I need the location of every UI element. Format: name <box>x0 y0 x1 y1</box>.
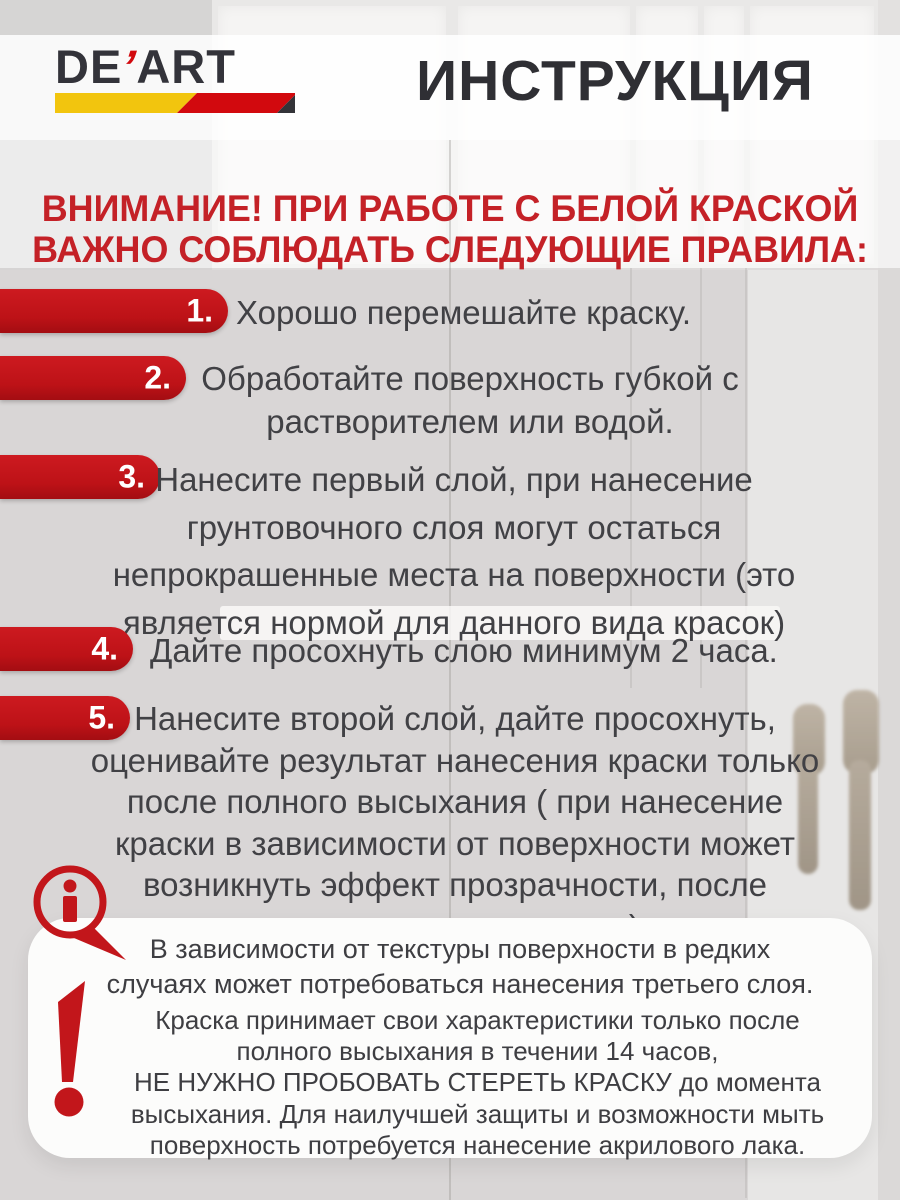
step-number-3: 3. <box>118 458 145 495</box>
logo-suffix: ART <box>136 40 236 93</box>
background-overlay-top <box>0 140 900 268</box>
header-band: DE’ART ИНСТРУКЦИЯ <box>0 35 900 140</box>
exclamation-mark-icon <box>54 981 85 1117</box>
page-title: ИНСТРУКЦИЯ <box>416 49 814 113</box>
brand-logo: DE’ART <box>55 40 295 113</box>
step-text-3: Нанесите первый слой, при нанесение грун… <box>112 461 796 641</box>
logo-stripe-yellow <box>55 93 197 113</box>
brand-logo-text: DE’ART <box>55 40 295 93</box>
note-drying-time: Краска принимает свои характеристики тол… <box>130 1005 825 1160</box>
step-ribbon-2: 2. <box>0 356 186 400</box>
door-handle-left <box>793 704 825 874</box>
door-handle-right <box>843 690 879 912</box>
door-handle-stem <box>798 764 818 874</box>
logo-stripe-red <box>177 93 295 113</box>
step-ribbon-1: 1. <box>0 289 228 333</box>
step-number-2: 2. <box>144 359 171 396</box>
door-seam <box>700 268 702 688</box>
note-third-layer: В зависимости от текстуры поверхности в … <box>106 934 814 1000</box>
door-handle-stem <box>849 760 871 910</box>
step-text-2: Обработайте поверхность губкой с раствор… <box>201 360 739 440</box>
step-text-1: Хорошо перемешайте краску. <box>236 294 692 331</box>
logo-prefix: DE <box>55 40 123 93</box>
logo-stripe-segments <box>55 93 295 113</box>
step-ribbon-3: 3. <box>0 455 160 499</box>
door-gap-line <box>449 140 451 1200</box>
step-number-1: 1. <box>186 292 213 329</box>
door-seam <box>630 268 632 688</box>
step-number-4: 4. <box>91 630 118 667</box>
info-speech-bubble-icon <box>33 865 126 960</box>
logo-stripe <box>55 93 295 113</box>
step-number-5: 5. <box>88 699 115 736</box>
step-text-5: Нанесите второй слой, дайте просохнуть, … <box>90 700 820 945</box>
step-ribbon-5: 5. <box>0 696 130 740</box>
notes-card <box>28 918 872 1158</box>
warning-heading: ВНИМАНИЕ! ПРИ РАБОТЕ С БЕЛОЙ КРАСКОЙ ВАЖ… <box>32 188 868 271</box>
step-ribbon-4: 4. <box>0 627 133 671</box>
door-seam <box>745 268 747 1198</box>
door-rail-highlight <box>220 606 780 640</box>
step-text-4: Дайте просохнуть слою минимум 2 часа. <box>150 632 778 669</box>
